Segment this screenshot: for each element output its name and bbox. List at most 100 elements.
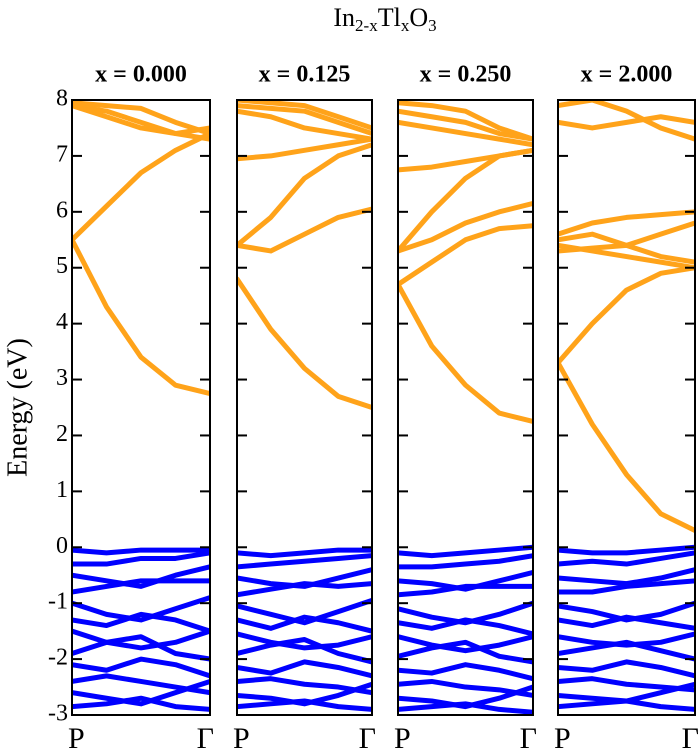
band-line xyxy=(398,223,533,287)
panel-subtitle: x = 0.125 xyxy=(259,62,351,88)
band-line xyxy=(72,678,210,707)
band-line xyxy=(398,684,533,710)
y-tick-label: -3 xyxy=(48,701,68,727)
band-line xyxy=(237,631,372,651)
band-line xyxy=(398,634,533,654)
title-subscript: 3 xyxy=(428,16,437,35)
band-line xyxy=(237,676,372,696)
band-line xyxy=(398,100,533,142)
bands xyxy=(237,100,372,712)
band-line xyxy=(398,119,533,148)
band-line xyxy=(237,553,372,570)
y-tick-label: 2 xyxy=(56,421,68,447)
band-line xyxy=(558,639,695,662)
x-tick-label: P xyxy=(394,722,411,755)
y-tick-label: 3 xyxy=(56,365,68,391)
band-line xyxy=(72,628,210,651)
band-line xyxy=(558,114,695,131)
panel-subtitle: x = 0.000 xyxy=(95,62,187,88)
band-line xyxy=(398,544,533,559)
x-tick-label: P xyxy=(68,722,85,755)
y-tick-label: 8 xyxy=(56,86,68,112)
band-line xyxy=(398,553,533,570)
band-line xyxy=(72,595,210,623)
y-tick-label: 1 xyxy=(56,477,68,503)
band-line xyxy=(72,103,210,142)
band-line xyxy=(72,656,210,679)
band-line xyxy=(237,581,372,598)
x-tick-label: P xyxy=(554,722,571,755)
x-tick-label: Γ xyxy=(682,722,699,755)
band-line xyxy=(237,637,372,665)
band-line xyxy=(398,569,533,592)
band-line xyxy=(558,220,695,254)
band-line xyxy=(72,564,210,589)
band-line xyxy=(398,678,533,698)
y-tick-label: -2 xyxy=(48,645,68,671)
band-line xyxy=(72,634,210,662)
band-line xyxy=(558,209,695,237)
y-tick-label: 7 xyxy=(56,141,68,167)
panel-frame xyxy=(71,99,211,716)
y-axis-label: Energy (eV) xyxy=(2,338,33,477)
bands xyxy=(72,100,210,712)
band-line xyxy=(72,100,210,137)
band-line xyxy=(72,237,210,397)
band-line xyxy=(237,597,372,626)
x-tick-label: Γ xyxy=(197,722,214,755)
band-line xyxy=(237,567,372,589)
band-line xyxy=(398,600,533,626)
bands xyxy=(558,100,695,712)
x-tick-label: Γ xyxy=(520,722,537,755)
band-line xyxy=(398,147,533,254)
panel-subtitle: x = 2.000 xyxy=(581,62,673,88)
y-tick-label: 6 xyxy=(56,197,68,223)
band-line xyxy=(558,698,695,712)
band-line xyxy=(237,136,372,162)
band-line xyxy=(72,578,210,595)
band-line xyxy=(558,578,695,595)
band-line xyxy=(398,662,533,682)
band-line xyxy=(237,659,372,679)
band-line xyxy=(398,701,533,715)
band-line xyxy=(237,547,372,559)
title-part: In xyxy=(333,3,355,32)
band-line xyxy=(237,103,372,137)
band-line xyxy=(72,103,210,137)
band-line xyxy=(398,583,533,598)
band-line xyxy=(237,276,372,410)
y-tick-label: -1 xyxy=(48,589,68,615)
band-line xyxy=(237,681,372,707)
y-tick-label: 4 xyxy=(56,309,68,335)
band-line xyxy=(72,695,210,712)
band-line xyxy=(558,681,695,704)
band-line xyxy=(237,206,372,254)
title-subscript: 2-x xyxy=(355,16,378,35)
y-tick-label: 5 xyxy=(56,253,68,279)
panel-frame xyxy=(236,99,373,716)
band-line xyxy=(398,639,533,665)
band-line xyxy=(398,108,533,142)
title-subscript: x xyxy=(401,16,410,35)
band-line xyxy=(237,142,372,248)
band-line xyxy=(237,698,372,712)
band-line xyxy=(558,265,695,366)
band-line xyxy=(558,600,695,623)
band-line xyxy=(72,131,210,243)
band-line xyxy=(72,547,210,556)
band-line xyxy=(398,200,533,254)
band-line xyxy=(398,617,533,637)
chart-title: In2-xTlxO3 xyxy=(333,3,436,35)
band-line xyxy=(237,108,372,142)
band-line xyxy=(72,550,210,567)
band-line xyxy=(558,567,695,587)
x-tick-label: P xyxy=(233,722,250,755)
band-line xyxy=(398,147,533,173)
band-line xyxy=(237,614,372,634)
band-line xyxy=(558,360,695,533)
y-tick-label: 0 xyxy=(56,533,68,559)
x-tick-label: Γ xyxy=(359,722,376,755)
band-line xyxy=(558,100,695,142)
band-line xyxy=(558,659,695,679)
